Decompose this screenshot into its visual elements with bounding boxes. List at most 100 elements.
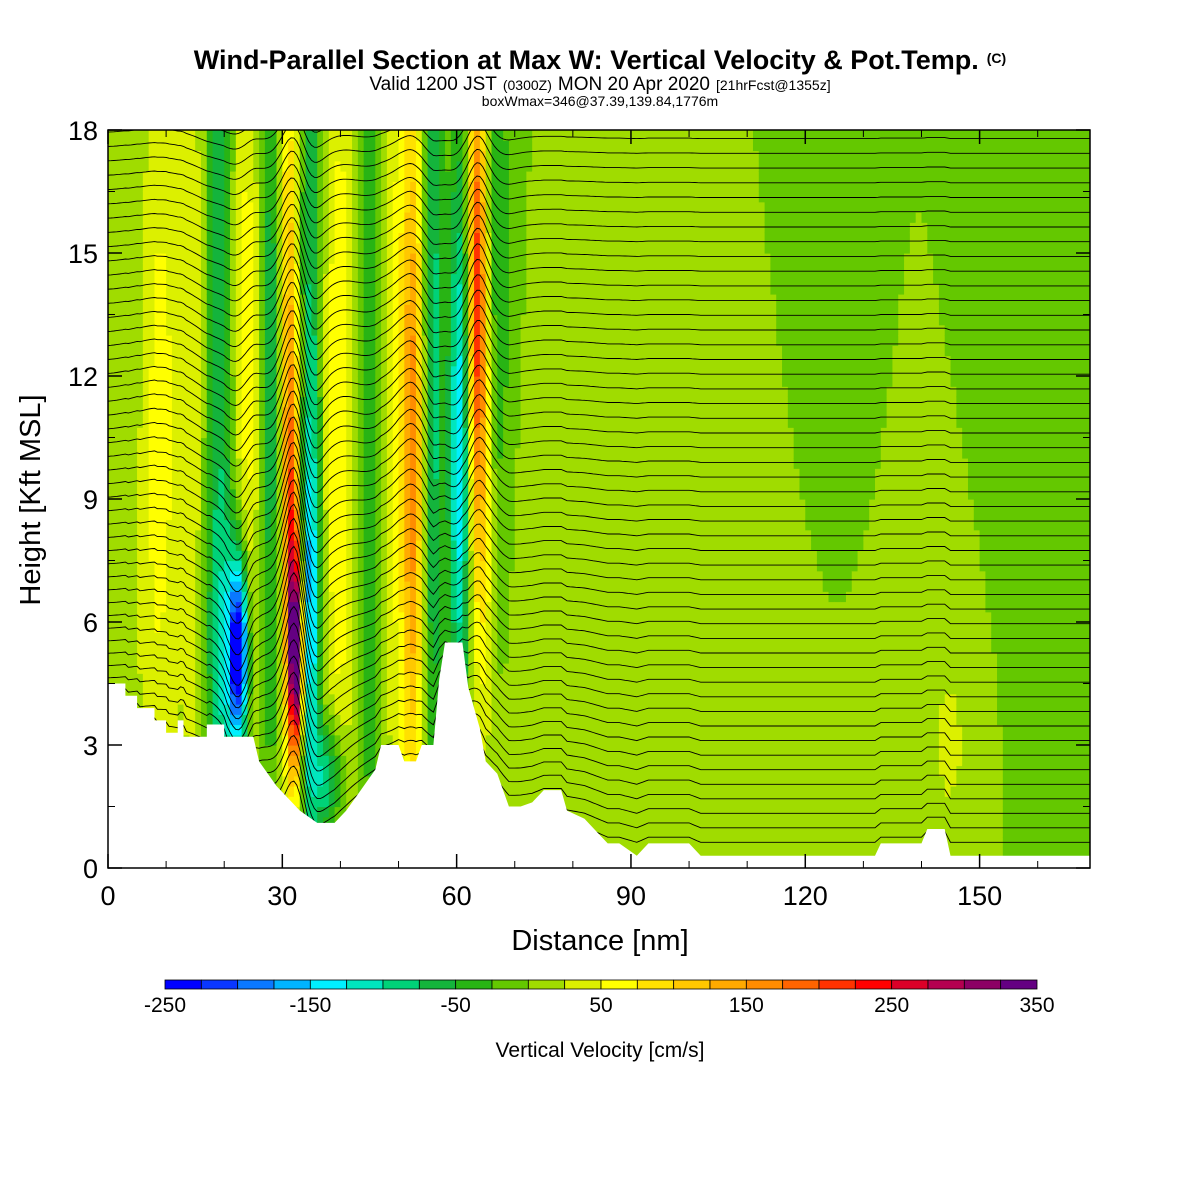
velocity-cell bbox=[346, 437, 353, 449]
velocity-cell bbox=[171, 417, 179, 428]
velocity-cell bbox=[200, 437, 208, 449]
velocity-cell bbox=[322, 191, 330, 203]
velocity-cell bbox=[497, 673, 504, 685]
velocity-cell bbox=[131, 581, 138, 592]
velocity-cell bbox=[224, 642, 231, 654]
velocity-cell bbox=[415, 160, 423, 172]
velocity-cell bbox=[264, 273, 272, 285]
velocity-cell bbox=[497, 581, 504, 592]
velocity-cell bbox=[293, 663, 301, 674]
velocity-cell bbox=[468, 622, 475, 633]
velocity-cell bbox=[398, 673, 405, 685]
velocity-cell bbox=[311, 140, 318, 152]
velocity-cell bbox=[270, 212, 278, 223]
velocity-cell bbox=[450, 304, 458, 316]
velocity-cell bbox=[305, 540, 312, 551]
velocity-cell bbox=[445, 437, 452, 449]
velocity-cell bbox=[450, 150, 458, 162]
velocity-cell bbox=[445, 406, 452, 418]
velocity-cell bbox=[177, 314, 185, 326]
velocity-cell bbox=[218, 212, 225, 223]
velocity-cell bbox=[322, 734, 330, 746]
velocity-cell bbox=[503, 714, 510, 726]
velocity-cell bbox=[224, 550, 231, 562]
velocity-cell bbox=[450, 550, 458, 562]
velocity-cell bbox=[328, 263, 336, 275]
velocity-cell bbox=[363, 396, 371, 408]
velocity-cell bbox=[427, 519, 434, 531]
velocity-cell bbox=[212, 437, 219, 449]
velocity-cell bbox=[415, 201, 423, 213]
velocity-cell bbox=[160, 601, 167, 613]
velocity-cell bbox=[131, 437, 138, 449]
velocity-cell bbox=[386, 488, 394, 500]
velocity-cell bbox=[375, 622, 382, 633]
velocity-cell bbox=[410, 488, 417, 500]
velocity-cell bbox=[259, 324, 266, 336]
velocity-cell bbox=[288, 540, 295, 551]
velocity-cell bbox=[404, 386, 411, 398]
velocity-cell bbox=[224, 447, 231, 459]
velocity-cell bbox=[148, 355, 156, 367]
velocity-cell bbox=[334, 519, 342, 531]
velocity-cell bbox=[212, 396, 219, 408]
velocity-cell bbox=[322, 355, 330, 367]
velocity-cell bbox=[131, 611, 138, 623]
velocity-cell bbox=[195, 591, 202, 603]
velocity-cell bbox=[235, 540, 243, 551]
velocity-cell bbox=[352, 314, 359, 326]
velocity-cell bbox=[445, 499, 452, 510]
velocity-cell bbox=[148, 406, 156, 418]
velocity-cell bbox=[334, 150, 342, 162]
velocity-cell bbox=[299, 191, 307, 203]
velocity-cell bbox=[392, 242, 400, 254]
velocity-cell bbox=[363, 130, 371, 141]
velocity-cell bbox=[125, 478, 132, 490]
velocity-cell bbox=[485, 683, 493, 695]
velocity-cell bbox=[288, 355, 295, 367]
velocity-cell bbox=[415, 273, 423, 285]
velocity-cell bbox=[340, 468, 347, 480]
velocity-cell bbox=[497, 140, 504, 152]
velocity-cell bbox=[491, 232, 498, 244]
velocity-cell bbox=[113, 642, 121, 654]
velocity-cell bbox=[241, 140, 249, 152]
velocity-cell bbox=[142, 478, 150, 490]
velocity-cell bbox=[456, 601, 464, 613]
velocity-cell bbox=[381, 273, 388, 285]
velocity-cell bbox=[195, 468, 202, 480]
velocity-cell bbox=[137, 540, 144, 551]
velocity-cell bbox=[148, 478, 156, 490]
velocity-cell bbox=[427, 509, 434, 521]
velocity-cell bbox=[177, 519, 185, 531]
velocity-cell bbox=[200, 724, 208, 736]
velocity-cell bbox=[137, 601, 144, 613]
velocity-cell bbox=[456, 499, 464, 510]
velocity-cell bbox=[322, 745, 330, 756]
velocity-cell bbox=[270, 478, 278, 490]
velocity-cell bbox=[386, 171, 394, 182]
velocity-cell bbox=[462, 314, 469, 326]
velocity-cell bbox=[288, 458, 295, 469]
velocity-cell bbox=[334, 253, 342, 264]
velocity-cell bbox=[485, 601, 493, 613]
velocity-cell bbox=[445, 140, 452, 152]
velocity-cell bbox=[317, 417, 324, 428]
velocity-cell bbox=[404, 673, 411, 685]
velocity-cell bbox=[241, 632, 249, 644]
velocity-cell bbox=[305, 704, 312, 715]
velocity-cell bbox=[125, 171, 132, 182]
velocity-cell bbox=[352, 560, 359, 572]
velocity-cell bbox=[462, 386, 469, 398]
velocity-cell bbox=[154, 509, 161, 521]
velocity-cell bbox=[282, 560, 289, 572]
velocity-cell bbox=[218, 499, 225, 510]
velocity-cell bbox=[241, 345, 249, 357]
velocity-cell bbox=[357, 478, 365, 490]
velocity-cell bbox=[171, 458, 179, 469]
velocity-cell bbox=[131, 150, 138, 162]
velocity-cell bbox=[247, 345, 254, 357]
velocity-cell bbox=[113, 652, 121, 664]
velocity-cell bbox=[369, 160, 376, 172]
velocity-cell bbox=[352, 775, 359, 787]
